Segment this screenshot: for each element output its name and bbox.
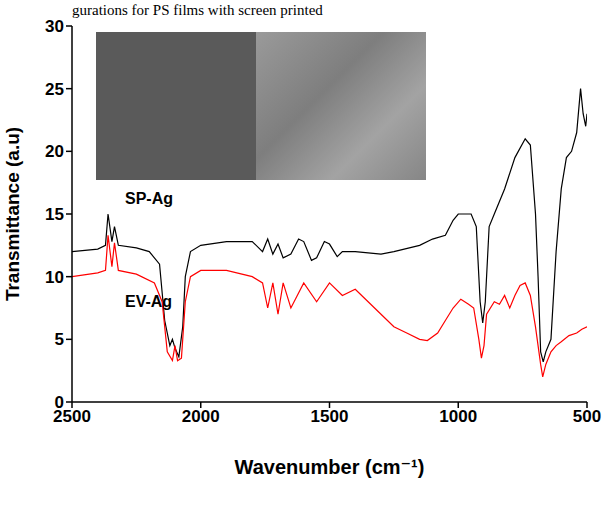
- svg-text:500: 500: [573, 407, 601, 426]
- svg-text:1500: 1500: [311, 407, 349, 426]
- svg-text:30: 30: [45, 17, 64, 36]
- svg-text:2500: 2500: [53, 407, 91, 427]
- svg-text:15: 15: [45, 205, 64, 224]
- svg-text:2000: 2000: [182, 407, 220, 426]
- svg-text:1000: 1000: [439, 407, 477, 426]
- svg-text:0: 0: [55, 393, 64, 412]
- svg-text:25: 25: [45, 80, 64, 99]
- html-text:gurations for PS films with sc: gurations for PS films with screen print…: [72, 2, 323, 18]
- html-text:EV-Ag: EV-Ag: [125, 292, 173, 310]
- svg-text:5: 5: [55, 330, 64, 349]
- svg-text:10: 10: [45, 268, 64, 287]
- svg-text:Transmittance (a.u): Transmittance (a.u): [2, 127, 23, 301]
- svg-text:Wavenumber (cm⁻¹): Wavenumber (cm⁻¹): [235, 456, 425, 478]
- html-text:SP-Ag: SP-Ag: [125, 190, 173, 207]
- svg-text:20: 20: [45, 142, 64, 161]
